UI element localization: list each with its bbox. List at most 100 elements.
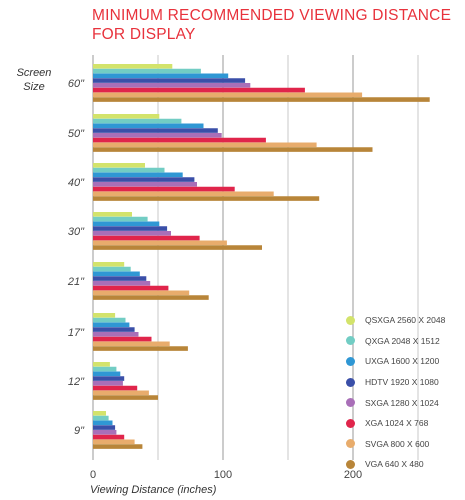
y-axis-title-line-1: Screen (16, 67, 52, 79)
legend-item: XGA 1024 X 768 (346, 413, 464, 434)
legend-item: QSXGA 2560 X 2048 (346, 310, 464, 331)
bar-7-3 (93, 425, 116, 430)
legend-label: SVGA 800 X 600 (365, 438, 430, 449)
legend-label: QXGA 2048 X 1512 (365, 335, 440, 346)
bar-1-4 (93, 133, 222, 138)
bar-2-5 (93, 186, 235, 192)
legend-item: UXGA 1600 X 1200 (346, 351, 464, 372)
x-tick-label: 200 (344, 469, 362, 481)
bar-6-1 (93, 366, 117, 372)
legend-item: HDTV 1920 X 1080 (346, 372, 464, 393)
bar-3-2 (93, 221, 160, 227)
legend-label: SXGA 1280 X 1024 (365, 397, 439, 408)
bar-4-5 (93, 285, 169, 291)
legend-swatch (346, 356, 355, 366)
bar-4-2 (93, 271, 140, 277)
bar-4-7 (93, 295, 209, 300)
bar-0-0 (93, 64, 173, 69)
bar-2-0 (93, 163, 145, 168)
legend-label: QSXGA 2560 X 2048 (365, 315, 446, 326)
bar-6-2 (93, 371, 121, 377)
bar-2-7 (93, 196, 320, 201)
legend-label: XGA 1024 X 768 (365, 418, 429, 429)
bar-4-0 (93, 262, 125, 267)
bar-5-4 (93, 332, 139, 337)
bar-2-6 (93, 191, 274, 197)
bar-0-3 (93, 78, 246, 83)
bar-5-7 (93, 346, 188, 351)
bar-2-1 (93, 167, 165, 173)
chart-title-line-1: MINIMUM RECOMMENDED VIEWING DISTANCE (92, 7, 452, 24)
bar-3-3 (93, 226, 168, 231)
legend-swatch (346, 418, 355, 428)
x-tick-label: 0 (90, 469, 96, 481)
y-axis-title: Screen Size (8, 66, 60, 94)
category-label: 40" (68, 177, 85, 189)
chart-title: MINIMUM RECOMMENDED VIEWING DISTANCE FOR… (92, 6, 452, 44)
legend-label: VGA 640 X 480 (365, 459, 424, 470)
legend-swatch (346, 459, 355, 469)
category-label: 21" (67, 276, 85, 288)
category-label: 9" (74, 425, 85, 437)
legend-swatch (346, 398, 355, 408)
bar-2-2 (93, 172, 183, 178)
bar-6-5 (93, 385, 138, 391)
bar-5-2 (93, 322, 130, 328)
bar-0-6 (93, 92, 363, 98)
bar-7-0 (93, 411, 106, 416)
bar-0-7 (93, 97, 430, 102)
bar-7-5 (93, 434, 125, 440)
legend-item: VGA 640 X 480 (346, 454, 464, 475)
bar-6-0 (93, 362, 110, 367)
bar-5-0 (93, 313, 116, 318)
bar-2-3 (93, 177, 195, 182)
legend-swatch (346, 336, 355, 346)
bar-1-7 (93, 147, 373, 152)
bar-2-4 (93, 182, 197, 187)
bar-6-7 (93, 395, 158, 400)
bar-6-3 (93, 376, 125, 381)
bar-4-6 (93, 290, 190, 296)
bar-1-1 (93, 118, 182, 124)
bar-0-1 (93, 68, 201, 74)
chart-title-line-2: FOR DISPLAY (92, 26, 196, 43)
bar-3-6 (93, 240, 227, 246)
bar-1-3 (93, 128, 218, 133)
legend-item: QXGA 2048 X 1512 (346, 331, 464, 352)
bar-0-2 (93, 73, 229, 79)
bar-3-7 (93, 245, 262, 250)
bar-0-4 (93, 83, 251, 88)
bar-0-5 (93, 87, 305, 93)
category-label: 60" (68, 78, 85, 90)
legend-swatch (346, 315, 355, 325)
bar-1-6 (93, 142, 317, 148)
bar-7-6 (93, 439, 135, 445)
bar-5-3 (93, 327, 135, 332)
bar-3-5 (93, 235, 200, 241)
legend-label: HDTV 1920 X 1080 (365, 377, 439, 388)
bar-5-6 (93, 341, 170, 347)
category-label: 12" (68, 376, 85, 388)
legend-swatch (346, 377, 355, 387)
bar-7-1 (93, 415, 109, 421)
legend-label: UXGA 1600 X 1200 (365, 356, 440, 367)
bar-1-2 (93, 123, 204, 129)
bar-4-1 (93, 266, 131, 272)
category-label: 50" (68, 128, 85, 140)
bar-5-5 (93, 336, 152, 342)
bar-4-4 (93, 281, 151, 286)
bar-6-6 (93, 390, 149, 396)
bar-3-1 (93, 216, 148, 222)
y-axis-title-line-2: Size (23, 81, 45, 93)
x-tick-label: 100 (214, 469, 232, 481)
legend-swatch (346, 439, 355, 449)
legend-item: SVGA 800 X 600 (346, 434, 464, 455)
bar-4-3 (93, 276, 147, 281)
bar-7-7 (93, 444, 143, 449)
bar-6-4 (93, 381, 123, 386)
x-axis-title: Viewing Distance (inches) (90, 484, 217, 496)
bar-1-0 (93, 114, 160, 119)
category-label: 17" (68, 327, 85, 339)
category-label: 30" (68, 226, 85, 238)
legend: QSXGA 2560 X 2048 QXGA 2048 X 1512 UXGA 16… (346, 310, 464, 475)
